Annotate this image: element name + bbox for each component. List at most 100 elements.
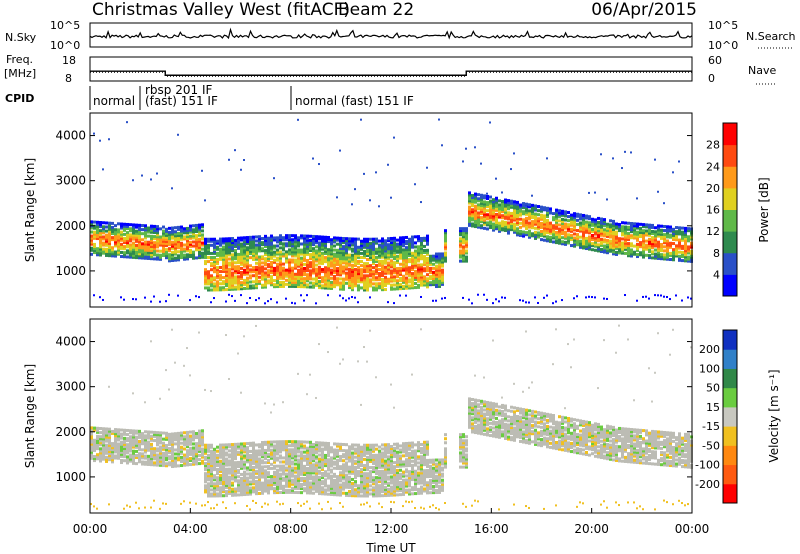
data-cell	[252, 465, 255, 469]
data-cell	[654, 234, 657, 238]
data-cell	[165, 229, 168, 233]
data-cell	[300, 485, 303, 489]
data-cell	[210, 451, 213, 455]
data-cell	[321, 488, 324, 492]
data-cell	[315, 255, 318, 259]
data-cell	[285, 274, 288, 278]
data-cell	[399, 276, 402, 280]
data-cell	[156, 443, 159, 447]
data-cell	[426, 166, 428, 169]
data-cell	[204, 278, 207, 282]
data-cell	[114, 238, 117, 242]
data-cell	[414, 241, 417, 245]
data-cell	[648, 231, 651, 235]
data-cell	[108, 431, 111, 435]
data-cell	[90, 240, 93, 244]
data-cell	[147, 444, 150, 448]
data-cell	[285, 254, 288, 258]
data-cell	[243, 260, 246, 264]
data-cell	[270, 279, 273, 283]
data-cell	[228, 491, 231, 495]
data-cell	[462, 251, 465, 255]
data-cell	[273, 474, 276, 478]
data-cell	[480, 199, 483, 203]
data-cell	[678, 258, 681, 262]
data-cell	[366, 284, 369, 288]
data-cell	[264, 477, 267, 481]
data-cell	[273, 285, 276, 289]
data-cell	[237, 444, 240, 448]
data-cell	[228, 461, 231, 465]
data-cell	[351, 241, 354, 245]
data-cell	[558, 215, 561, 219]
data-cell	[558, 219, 561, 223]
data-cell	[435, 254, 438, 258]
data-cell	[189, 236, 192, 240]
data-cell	[291, 468, 294, 472]
data-cell	[297, 502, 299, 505]
data-cell	[477, 193, 480, 197]
data-cell	[306, 250, 309, 254]
data-cell	[609, 247, 612, 251]
data-cell	[408, 258, 411, 262]
data-cell	[210, 278, 213, 282]
data-cell	[174, 246, 177, 250]
data-cell	[330, 276, 333, 280]
data-cell	[108, 231, 111, 235]
data-cell	[303, 252, 306, 256]
data-cell	[591, 229, 594, 233]
data-cell	[501, 208, 504, 212]
data-cell	[234, 242, 237, 246]
data-cell	[588, 239, 591, 243]
data-cell	[597, 239, 600, 243]
data-cell	[441, 282, 444, 286]
data-cell	[267, 446, 270, 450]
data-cell	[303, 285, 306, 289]
data-cell	[282, 401, 284, 404]
data-cell	[123, 430, 126, 434]
data-cell	[150, 249, 153, 253]
data-cell	[174, 258, 177, 262]
data-cell	[468, 195, 471, 199]
data-cell	[216, 257, 219, 261]
data-cell	[156, 431, 159, 435]
data-cell	[234, 467, 237, 471]
data-cell	[309, 457, 312, 461]
data-cell	[309, 234, 312, 238]
power-colorbar-tick: 24	[706, 160, 720, 173]
data-cell	[324, 241, 327, 245]
data-cell	[210, 284, 213, 288]
data-cell	[294, 266, 297, 270]
data-cell	[273, 446, 276, 450]
data-cell	[684, 232, 687, 236]
data-cell	[195, 448, 198, 452]
data-cell	[153, 251, 156, 255]
data-cell	[231, 475, 234, 479]
data-cell	[324, 484, 327, 488]
data-cell	[246, 280, 249, 284]
data-cell	[207, 478, 210, 482]
data-cell	[276, 262, 279, 266]
data-cell	[219, 247, 222, 251]
data-cell	[381, 288, 384, 292]
data-cell	[537, 205, 540, 209]
data-cell	[138, 458, 141, 462]
data-cell	[621, 231, 624, 235]
data-cell	[426, 236, 429, 240]
data-cell	[627, 248, 630, 252]
data-cell	[636, 236, 639, 240]
data-cell	[183, 459, 186, 463]
data-cell	[654, 294, 656, 297]
data-cell	[468, 191, 471, 195]
data-cell	[531, 205, 534, 209]
data-cell	[240, 273, 243, 277]
data-cell	[375, 288, 378, 292]
data-cell	[663, 229, 666, 233]
data-cell	[114, 252, 117, 256]
data-cell	[219, 266, 222, 270]
data-cell	[678, 244, 681, 248]
data-cell	[552, 232, 555, 236]
data-cell	[171, 250, 174, 254]
data-cell	[285, 466, 288, 470]
data-cell	[501, 220, 504, 224]
